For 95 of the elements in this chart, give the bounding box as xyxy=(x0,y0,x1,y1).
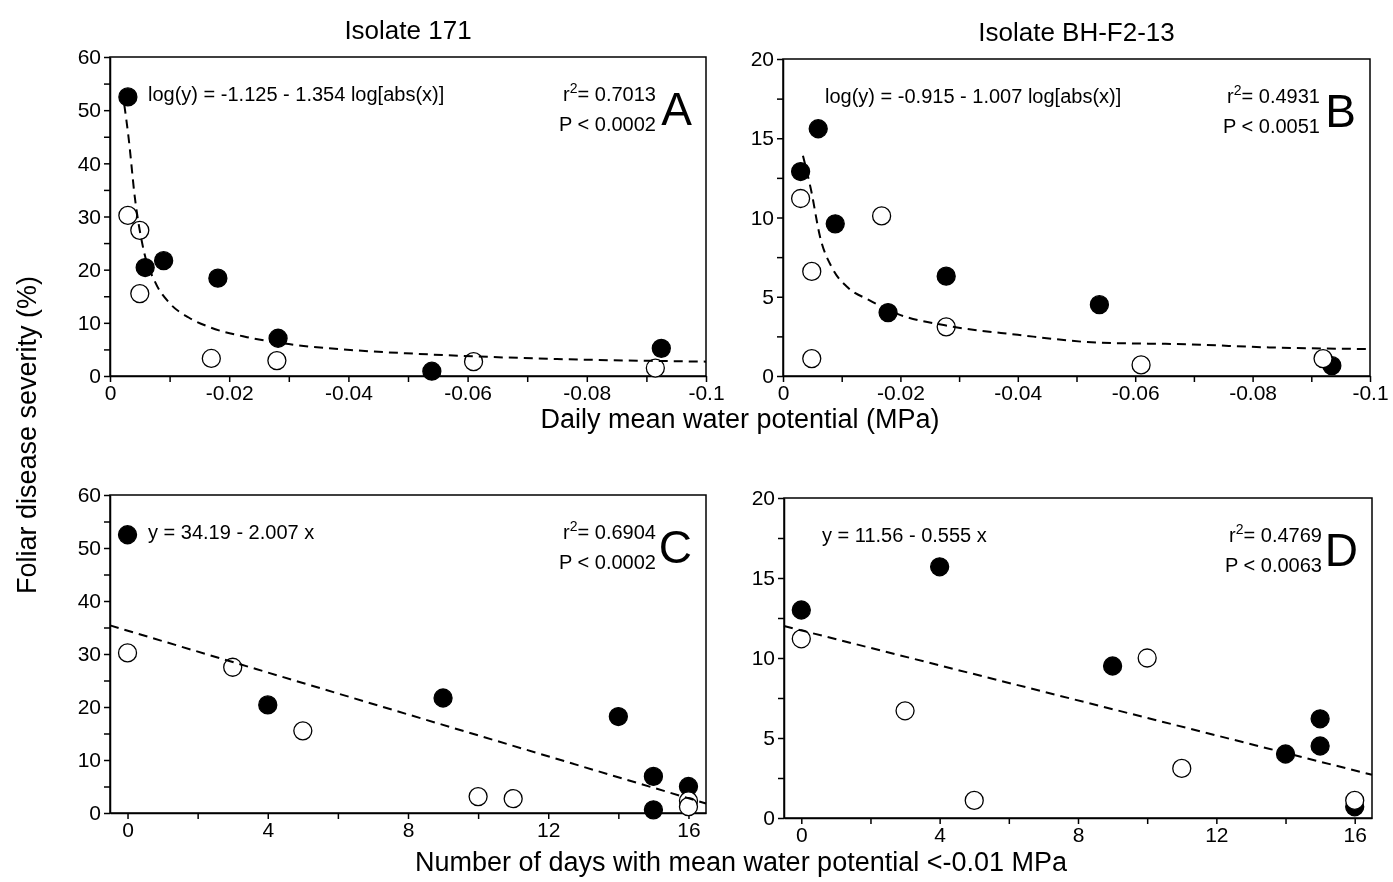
x-tick-label: 4 xyxy=(934,822,947,846)
point xyxy=(930,557,950,577)
point xyxy=(643,766,664,787)
x-tick-label: 8 xyxy=(402,817,415,841)
annotation: P < 0.0002 xyxy=(559,113,656,135)
x-tick-label: 0 xyxy=(795,822,808,846)
annotation: log(y) = -1.125 - 1.354 log[abs(x)] xyxy=(148,83,445,105)
chart-title: Isolate BH-F2-13 xyxy=(978,17,1175,47)
y-tick-label: 30 xyxy=(77,642,101,666)
x-tick-label: -0.08 xyxy=(1229,380,1278,404)
x-tick-label: 12 xyxy=(537,817,561,841)
point xyxy=(1313,348,1333,369)
x-tick-label: 0 xyxy=(104,380,117,404)
x-axis-title: Daily mean water potential (MPa) xyxy=(540,404,940,434)
point xyxy=(130,283,150,304)
y-tick-label: 50 xyxy=(77,98,101,122)
point xyxy=(208,268,228,288)
y-tick-label: 10 xyxy=(77,748,101,772)
annotation: log(y) = -0.915 - 1.007 log[abs(x)] xyxy=(825,85,1122,107)
point xyxy=(258,695,278,715)
annotation: y = 11.56 - 0.555 x xyxy=(822,524,987,546)
point xyxy=(1345,790,1365,811)
x-tick-label: -0.06 xyxy=(444,380,493,404)
x-tick-label: 8 xyxy=(1072,822,1085,846)
y-tick-label: 5 xyxy=(763,726,775,750)
annotation: y = 34.19 - 2.007 x xyxy=(148,521,315,543)
y-tick-label: 0 xyxy=(89,801,101,825)
x-tick-label: 12 xyxy=(1205,822,1229,846)
y-tick-label: 20 xyxy=(77,695,101,719)
point xyxy=(651,338,671,358)
y-tick-label: 20 xyxy=(751,486,775,510)
point xyxy=(678,796,699,817)
y-tick-label: 20 xyxy=(750,47,774,71)
point xyxy=(268,328,288,348)
y-tick-label: 15 xyxy=(751,566,775,590)
x-tick-label: -0.02 xyxy=(205,380,254,404)
point xyxy=(825,214,845,234)
x-tick-label: -0.1 xyxy=(688,380,725,404)
y-tick-label: 60 xyxy=(77,45,101,69)
annotation: r$^{2}$= 0.7013 xyxy=(563,80,656,105)
y-tick-label: 0 xyxy=(89,364,101,388)
y-tick-label: 30 xyxy=(77,204,101,228)
point xyxy=(118,87,138,107)
point xyxy=(878,302,898,323)
point xyxy=(790,161,811,182)
point xyxy=(791,600,811,620)
x-tick-label: -0.04 xyxy=(994,380,1043,404)
y-tick-label: 0 xyxy=(762,364,774,388)
y-tick-label: 40 xyxy=(77,589,101,613)
point xyxy=(1102,656,1123,676)
y-tick-label: 10 xyxy=(77,311,101,335)
point xyxy=(1310,736,1330,756)
point xyxy=(936,266,956,286)
y-tick-label: 10 xyxy=(751,646,775,670)
annotation: r$^{2}$= 0.4769 xyxy=(1229,521,1322,546)
point xyxy=(808,119,828,139)
annotation: P < 0.0002 xyxy=(559,551,656,573)
annotation: D xyxy=(1324,524,1358,576)
x-tick-label: 16 xyxy=(1343,822,1367,846)
x-tick-label: -0.06 xyxy=(1111,380,1160,404)
annotation: r$^{2}$= 0.6904 xyxy=(563,518,656,543)
y-tick-label: 50 xyxy=(77,536,101,560)
x-tick-label: -0.1 xyxy=(1352,380,1389,404)
annotation: r$^{2}$= 0.4931 xyxy=(1227,82,1320,107)
point xyxy=(802,348,822,369)
x-tick-label: 4 xyxy=(262,817,275,841)
y-axis-title: Foliar disease severity (%) xyxy=(12,275,42,595)
annotation: C xyxy=(658,521,692,573)
y-tick-label: 5 xyxy=(762,284,774,308)
annotation: B xyxy=(1325,85,1356,137)
y-tick-label: 60 xyxy=(77,483,101,507)
point xyxy=(643,800,664,820)
annotation: A xyxy=(661,83,693,135)
point xyxy=(117,525,138,545)
point xyxy=(153,250,174,271)
point xyxy=(1275,744,1296,764)
x-tick-label: -0.04 xyxy=(324,380,374,404)
point xyxy=(1089,295,1110,315)
point xyxy=(608,706,628,727)
x-tick-label: -0.08 xyxy=(563,380,612,404)
x-tick-label: 0 xyxy=(122,817,134,841)
point xyxy=(422,361,442,381)
x-tick-label: -0.02 xyxy=(876,380,925,404)
point xyxy=(135,257,155,278)
point xyxy=(433,688,453,708)
point xyxy=(1310,709,1330,729)
y-tick-label: 20 xyxy=(77,257,101,281)
chart-title: Isolate 171 xyxy=(344,15,472,45)
annotation: P < 0.0063 xyxy=(1225,554,1322,576)
x-axis-title: Number of days with mean water potential <-0.01 MPa xyxy=(414,847,1069,877)
y-tick-label: 40 xyxy=(77,151,101,175)
x-tick-label: 16 xyxy=(677,817,701,841)
y-tick-label: 10 xyxy=(750,205,774,229)
y-tick-label: 15 xyxy=(750,126,774,150)
annotation: P < 0.0051 xyxy=(1223,115,1320,137)
